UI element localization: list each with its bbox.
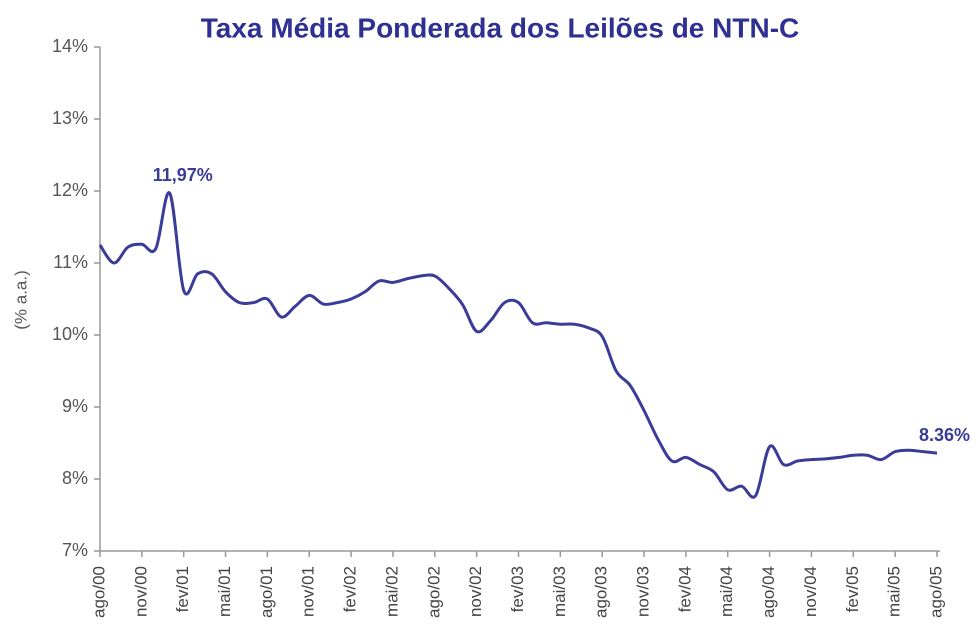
x-tick-label: nov/02	[466, 566, 485, 617]
chart-title: Taxa Média Ponderada dos Leilões de NTN-…	[201, 12, 800, 43]
y-tick-label: 9%	[62, 396, 88, 416]
data-label: 8.36%	[919, 425, 970, 445]
x-tick-label: ago/01	[257, 566, 276, 618]
x-tick-label: ago/04	[759, 566, 778, 618]
x-tick-label: fev/03	[508, 566, 527, 612]
x-tick-label: fev/02	[341, 566, 360, 612]
x-tick-label: fev/01	[173, 566, 192, 612]
x-tick-label: fev/04	[675, 566, 694, 612]
x-tick-label: nov/03	[634, 566, 653, 617]
y-axis-label: (% a.a.)	[11, 270, 30, 330]
y-tick-label: 14%	[52, 36, 88, 56]
x-tick-label: mai/02	[382, 566, 401, 617]
x-tick-label: nov/01	[299, 566, 318, 617]
data-line	[98, 191, 938, 499]
y-tick-label: 11%	[53, 252, 88, 272]
x-tick-label: mai/01	[215, 566, 234, 617]
y-tick-label: 7%	[62, 540, 88, 560]
y-tick-label: 13%	[52, 108, 88, 128]
x-tick-label: ago/02	[424, 566, 443, 618]
x-tick-label: mai/05	[885, 566, 904, 617]
x-tick-label: ago/00	[89, 566, 108, 618]
y-tick-label: 8%	[62, 468, 88, 488]
x-tick-label: ago/05	[926, 566, 945, 618]
x-tick-label: nov/04	[801, 566, 820, 617]
x-tick-label: mai/03	[550, 566, 569, 617]
data-label: 11,97%	[153, 165, 213, 185]
x-tick-label: fev/05	[843, 566, 862, 612]
y-tick-label: 10%	[52, 324, 88, 344]
y-tick-label: 12%	[52, 180, 88, 200]
x-tick-label: nov/00	[131, 566, 150, 617]
x-tick-label: mai/04	[717, 566, 736, 617]
x-tick-label: ago/03	[592, 566, 611, 618]
